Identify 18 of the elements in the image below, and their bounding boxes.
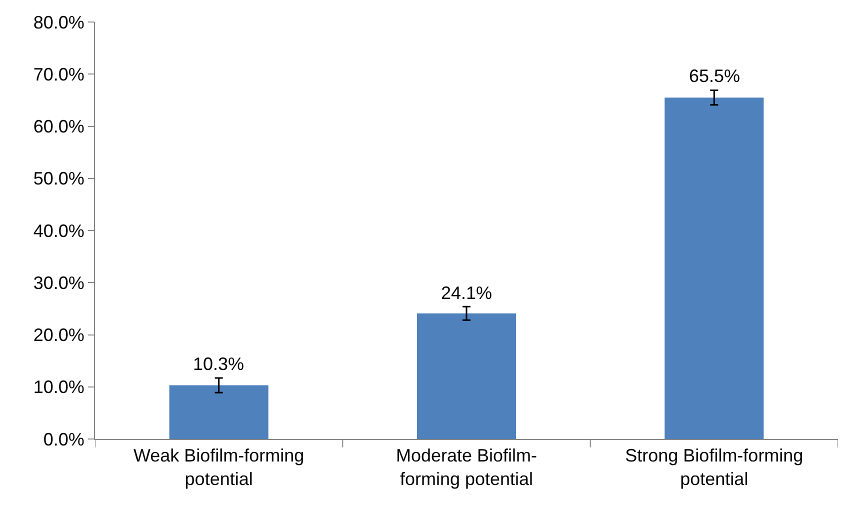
- data-label: 24.1%: [441, 283, 492, 303]
- bar: [416, 313, 516, 439]
- y-tick-label: 70.0%: [33, 64, 84, 84]
- y-tick-label: 50.0%: [33, 168, 84, 189]
- x-tick-label: Strong Biofilm-forming potential: [625, 446, 804, 489]
- y-tick-label: 40.0%: [33, 220, 84, 241]
- y-tick-label: 80.0%: [33, 12, 84, 32]
- x-tick-label: Weak Biofilm-forming potential: [133, 446, 304, 489]
- y-tick-label: 60.0%: [33, 116, 84, 137]
- y-tick-label: 10.0%: [33, 377, 84, 398]
- bar: [169, 385, 268, 439]
- data-label: 10.3%: [193, 354, 244, 374]
- y-tick-label: 30.0%: [33, 272, 84, 293]
- x-tick-label: Moderate Biofilm-forming potential: [396, 446, 538, 489]
- y-tick-label: 0.0%: [43, 429, 84, 450]
- bar: [664, 98, 764, 439]
- data-label: 65.5%: [689, 66, 740, 86]
- y-tick-label: 20.0%: [33, 325, 84, 346]
